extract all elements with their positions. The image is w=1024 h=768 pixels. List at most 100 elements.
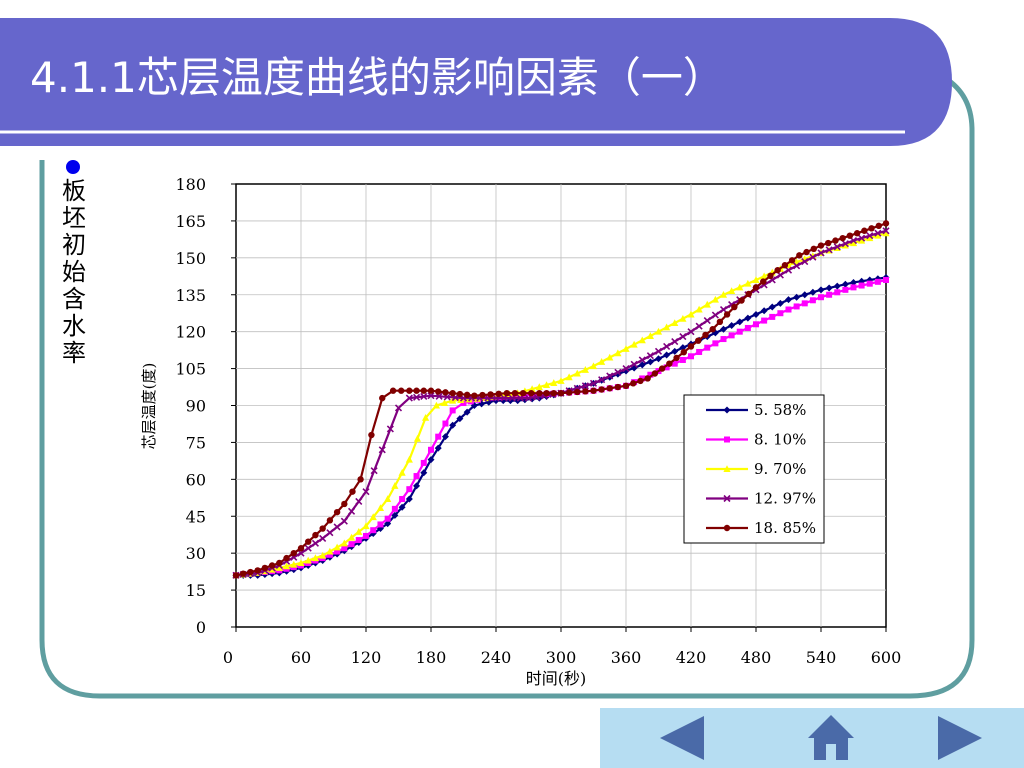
x-tick-label: 600: [871, 648, 902, 667]
data-point: [369, 513, 377, 521]
data-point: [440, 399, 449, 407]
data-point: [368, 431, 375, 439]
data-point: [290, 560, 298, 568]
data-point: [378, 446, 386, 454]
data-point: [384, 515, 391, 522]
data-point: [638, 336, 646, 344]
data-point: [774, 266, 781, 274]
y-tick-label: 45: [186, 507, 206, 526]
data-point: [839, 234, 846, 242]
data-point: [389, 387, 397, 394]
data-point: [647, 371, 654, 378]
data-point: [803, 248, 810, 256]
data-point: [614, 368, 622, 376]
x-tick-label: 240: [481, 648, 512, 667]
data-point: [275, 564, 283, 571]
data-point: [712, 340, 719, 347]
data-point: [442, 420, 449, 427]
data-point: [637, 377, 644, 385]
data-point: [687, 343, 695, 350]
data-point: [565, 389, 573, 396]
data-point: [460, 400, 467, 407]
data-point: [348, 541, 355, 548]
data-point: [449, 421, 457, 429]
left-triangle-icon[interactable]: [660, 716, 704, 760]
data-point: [463, 408, 471, 416]
data-point: [671, 319, 679, 327]
data-point: [644, 375, 651, 382]
data-point: [654, 347, 663, 355]
data-point: [297, 559, 305, 567]
data-point: [376, 504, 385, 512]
data-point: [432, 401, 441, 409]
data-point: [240, 570, 247, 577]
data-point: [688, 353, 694, 360]
data-point: [841, 240, 849, 248]
data-point: [340, 539, 348, 547]
data-point: [598, 386, 605, 393]
data-point: [420, 387, 427, 394]
data-point: [282, 562, 291, 570]
data-point: [405, 495, 413, 503]
data-point: [311, 554, 320, 562]
data-point: [370, 467, 378, 475]
data-point: [849, 237, 858, 245]
data-point: [326, 517, 334, 524]
data-point: [503, 389, 511, 397]
data-point: [769, 313, 776, 320]
data-point: [695, 305, 703, 313]
data-point: [663, 351, 671, 359]
data-point: [557, 389, 565, 397]
data-point: [413, 473, 420, 480]
data-point: [463, 391, 471, 399]
data-point: [861, 227, 868, 234]
data-point: [695, 337, 702, 344]
data-point: [809, 297, 816, 304]
data-point: [687, 310, 695, 318]
data-point: [711, 295, 719, 303]
data-point: [333, 508, 341, 516]
data-point: [384, 495, 392, 503]
data-point: [589, 379, 598, 387]
data-point: [355, 528, 363, 535]
y-tick-label: 60: [186, 470, 206, 489]
nav-home-button[interactable]: [808, 715, 854, 760]
data-point: [809, 288, 817, 296]
data-point: [614, 383, 622, 391]
data-point: [728, 322, 736, 330]
data-point: [825, 284, 833, 292]
data-point: [703, 300, 711, 308]
data-point: [810, 245, 817, 253]
legend-label: 18. 85%: [754, 519, 816, 537]
data-point: [696, 348, 703, 355]
data-point: [420, 459, 427, 466]
data-point: [882, 227, 890, 235]
data-point: [362, 522, 370, 530]
data-point: [391, 511, 399, 519]
house-icon[interactable]: [808, 715, 854, 760]
data-point: [834, 289, 841, 296]
data-point: [606, 385, 613, 392]
data-point: [379, 394, 386, 402]
data-point: [386, 425, 394, 433]
data-point: [550, 389, 557, 397]
data-point: [711, 311, 719, 319]
data-point: [297, 545, 305, 552]
data-point: [598, 358, 606, 365]
data-point: [297, 549, 305, 557]
data-point: [590, 387, 597, 394]
data-point: [833, 282, 841, 290]
data-point: [801, 257, 809, 266]
data-point: [550, 379, 558, 386]
nav-next-button[interactable]: [938, 716, 982, 760]
x-tick-label: 180: [416, 648, 447, 667]
nav-prev-button[interactable]: [660, 716, 704, 760]
data-point: [744, 314, 752, 322]
data-point: [341, 545, 348, 552]
data-point: [716, 318, 724, 326]
right-triangle-icon[interactable]: [938, 716, 982, 760]
data-point: [833, 243, 841, 251]
data-point: [709, 326, 716, 333]
